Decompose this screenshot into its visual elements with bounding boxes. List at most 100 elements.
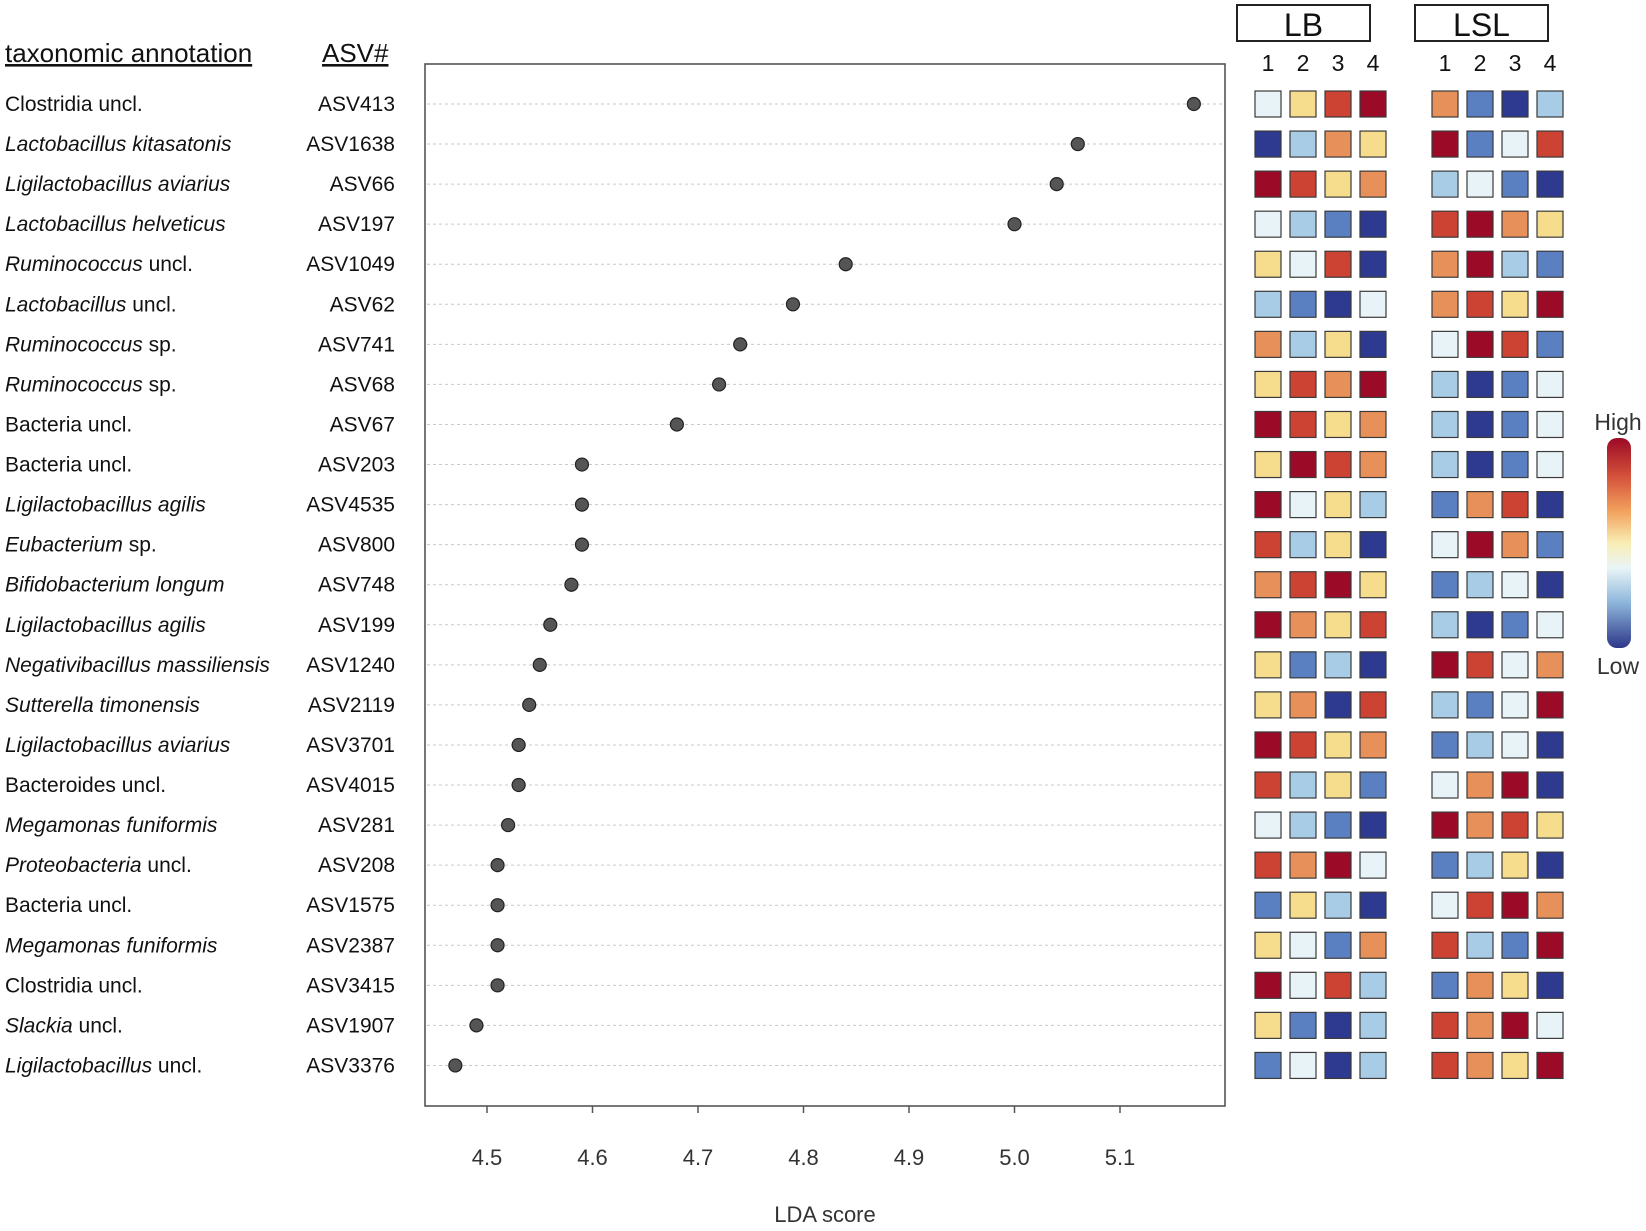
heatmap-cell-lb <box>1359 611 1387 639</box>
heatmap-cell-lsl <box>1431 250 1459 278</box>
heatmap-cell-lsl <box>1536 210 1564 238</box>
x-tick-label: 5.0 <box>999 1145 1030 1170</box>
heatmap-cell-lb <box>1289 851 1317 879</box>
heatmap-cell-lb <box>1254 330 1282 358</box>
heatmap-cell-lb <box>1324 370 1352 399</box>
taxonomy-label: Negativibacillus massiliensis <box>5 654 270 677</box>
heatmap-cell-lsl <box>1501 170 1529 198</box>
taxonomy-label: Bacteroides uncl. <box>5 774 166 797</box>
taxon-name: Bacteria uncl. <box>5 894 132 917</box>
heatmap-cell-lsl <box>1501 531 1529 559</box>
taxon-name: Megamonas funiformis <box>5 814 218 837</box>
heatmap-cell-lb <box>1324 891 1352 919</box>
heatmap-cell-lb <box>1324 611 1352 639</box>
asv-label: ASV1240 <box>306 654 395 677</box>
taxon-name: Proteobacteria <box>5 854 142 877</box>
lda-point <box>711 377 727 392</box>
heatmap-cell-lb <box>1359 971 1387 999</box>
heatmap-cell-lb <box>1359 771 1387 799</box>
heatmap-cell-lsl <box>1536 731 1564 759</box>
taxon-name: Sutterella timonensis <box>5 694 200 717</box>
heatmap-cell-lb <box>1359 410 1387 439</box>
heatmap-cell-lsl <box>1501 1011 1529 1039</box>
heatmap-cell-lb <box>1289 571 1317 599</box>
heatmap-cell-lsl <box>1501 330 1529 358</box>
heatmap-cell-lb <box>1324 571 1352 599</box>
heatmap-cell-lsl <box>1466 330 1494 358</box>
heatmap-cell-lsl <box>1536 771 1564 799</box>
asv-label: ASV3701 <box>306 734 395 757</box>
heatmap-cell-lsl <box>1501 1051 1529 1080</box>
heatmap-cell-lb <box>1289 691 1317 719</box>
lda-point <box>564 577 579 592</box>
asv-label: ASV1638 <box>306 133 395 156</box>
taxonomy-label: Bacteria uncl. <box>5 894 132 917</box>
heatmap-cell-lsl <box>1536 130 1564 158</box>
heatmap-cell-lb <box>1289 1051 1317 1080</box>
heatmap-cell-lsl <box>1501 851 1529 879</box>
heatmap-cell-lsl <box>1536 491 1564 519</box>
heatmap-cell-lb <box>1324 330 1352 358</box>
asv-label: ASV197 <box>318 213 395 236</box>
x-tick-label: 4.6 <box>577 1145 608 1170</box>
heatmap-cell-lsl <box>1536 931 1564 959</box>
heatmap-cell-lsl <box>1466 90 1494 118</box>
heatmap-cell-lb <box>1324 450 1352 479</box>
heatmap-cell-lb <box>1359 1011 1387 1039</box>
x-axis: 4.5 4.6 4.7 4.8 4.9 5.0 5.1 <box>472 1106 1135 1170</box>
taxonomy-label: Slackia uncl. <box>5 1014 123 1037</box>
heatmap-cell-lb <box>1289 931 1317 959</box>
heatmap-cell-lb <box>1254 491 1282 519</box>
heatmap-cell-lsl <box>1501 450 1529 479</box>
legend-low-label: Low <box>1597 653 1640 679</box>
taxon-name: Bifidobacterium longum <box>5 574 224 597</box>
x-tick-label: 4.9 <box>894 1145 925 1170</box>
lda-point <box>574 457 590 472</box>
heatmap-cell-lb <box>1324 771 1352 799</box>
lda-point <box>490 978 505 993</box>
heatmap-cell-lsl <box>1466 1051 1494 1080</box>
asv-label: ASV203 <box>318 454 395 477</box>
heatmap-cell-lb <box>1359 130 1387 158</box>
column-label: 1 <box>1439 50 1452 76</box>
heatmap-cell-lsl <box>1466 611 1494 639</box>
taxon-rank: uncl. <box>73 1014 123 1037</box>
heatmap-cell-lsl <box>1431 931 1459 959</box>
heatmap-cell-lsl <box>1466 971 1494 999</box>
lda-point <box>522 697 537 713</box>
taxonomy-label: Ligilactobacillus agilis <box>5 494 206 517</box>
heatmap-cell-lsl <box>1431 691 1459 719</box>
taxonomy-label: Sutterella timonensis <box>5 694 200 717</box>
heatmap-cell-lb <box>1324 290 1352 318</box>
heatmap-cell-lb <box>1289 731 1317 759</box>
heatmap-cell-lb <box>1254 210 1282 238</box>
heatmap-cell-lb <box>1359 851 1387 879</box>
heatmap-cell-lsl <box>1466 531 1494 559</box>
taxon-name: Ruminococcus <box>5 373 143 396</box>
taxon-rank: sp. <box>123 534 157 557</box>
group-label-lb: LB <box>1284 7 1323 43</box>
lda-point <box>574 537 590 552</box>
lda-point <box>574 497 590 512</box>
heatmap-cell-lb <box>1359 450 1387 479</box>
heatmap-cell-lb <box>1359 210 1387 238</box>
heatmap-cell-lsl <box>1501 931 1529 959</box>
heatmap-cell-lsl <box>1466 450 1494 479</box>
heatmap-cell-lb <box>1324 531 1352 559</box>
heatmap-cell-lsl <box>1536 811 1564 839</box>
heatmap-cell-lsl <box>1431 330 1459 358</box>
group-label-lsl: LSL <box>1453 7 1510 43</box>
heatmap-cell-lsl <box>1536 531 1564 559</box>
heatmap-cell-lb <box>1289 611 1317 639</box>
asv-label: ASV1049 <box>306 253 395 276</box>
heatmap-cell-lb <box>1324 170 1352 198</box>
heatmap-cell-lb <box>1324 651 1352 679</box>
asv-label: ASV800 <box>318 534 395 557</box>
heatmap-cell-lb <box>1359 731 1387 759</box>
heatmap-cell-lsl <box>1431 90 1459 118</box>
heatmap-cell-lsl <box>1431 611 1459 639</box>
heatmap-cell-lsl <box>1466 250 1494 278</box>
asv-label: ASV199 <box>318 614 395 637</box>
heatmap-cell-lsl <box>1431 1051 1459 1080</box>
heatmap-cell-lb <box>1359 250 1387 278</box>
